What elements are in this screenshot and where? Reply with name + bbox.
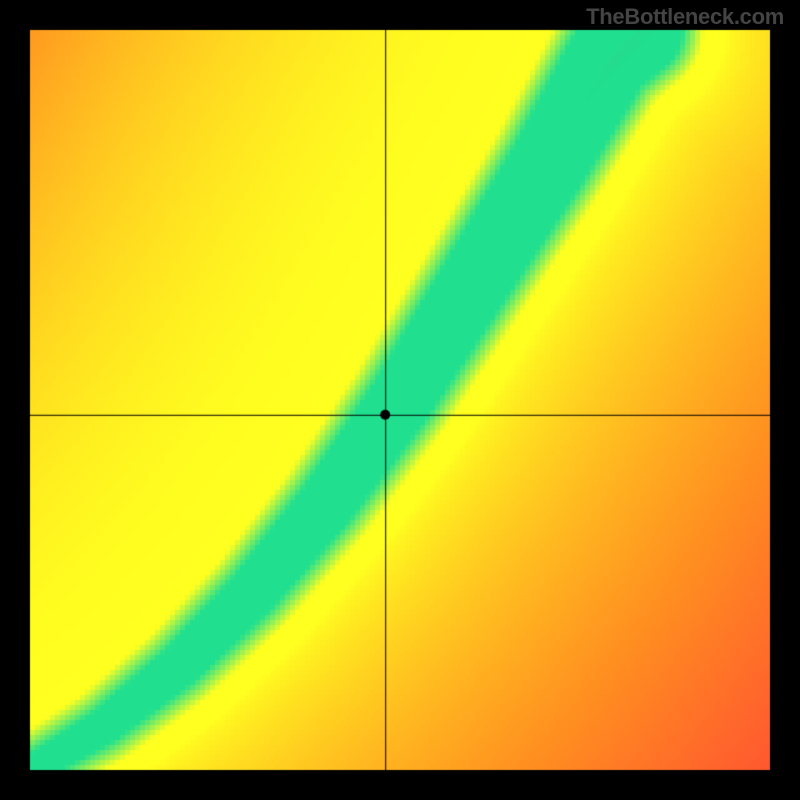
chart-container: TheBottleneck.com (0, 0, 800, 800)
watermark-text: TheBottleneck.com (586, 4, 784, 30)
heatmap-canvas (0, 0, 800, 800)
